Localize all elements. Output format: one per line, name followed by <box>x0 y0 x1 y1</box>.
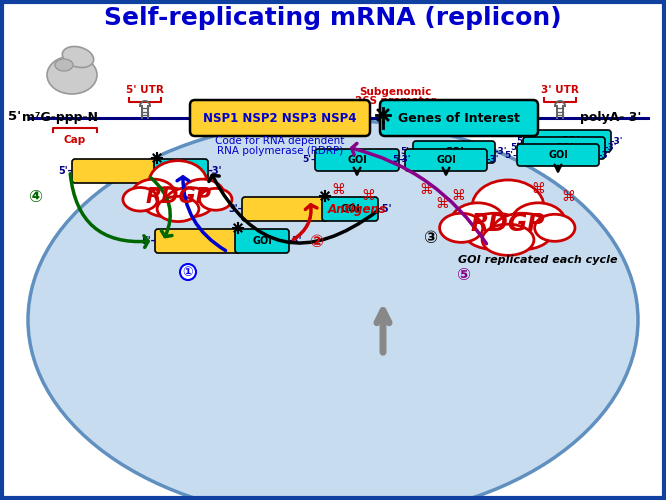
Text: ⌘: ⌘ <box>331 183 345 197</box>
Ellipse shape <box>123 188 158 211</box>
FancyBboxPatch shape <box>380 100 538 136</box>
Text: GOI: GOI <box>171 166 191 176</box>
FancyBboxPatch shape <box>529 130 611 152</box>
Ellipse shape <box>450 203 505 242</box>
Text: 3'–: 3'– <box>228 204 243 214</box>
Text: 5'–: 5'– <box>302 156 316 164</box>
Ellipse shape <box>132 179 176 211</box>
FancyBboxPatch shape <box>322 197 378 221</box>
Ellipse shape <box>165 188 214 217</box>
Ellipse shape <box>440 213 483 242</box>
Text: 26S promoter: 26S promoter <box>354 96 436 106</box>
Ellipse shape <box>180 179 224 211</box>
Text: ②: ② <box>309 233 323 251</box>
Text: GOI: GOI <box>340 204 360 214</box>
FancyBboxPatch shape <box>405 149 487 171</box>
FancyBboxPatch shape <box>413 141 495 163</box>
Text: –3': –3' <box>207 166 222 176</box>
Text: GOI: GOI <box>436 155 456 165</box>
Text: RDGP: RDGP <box>471 212 545 236</box>
Ellipse shape <box>63 46 94 68</box>
Text: 5': 5' <box>8 110 21 124</box>
Text: RDGP: RDGP <box>145 187 211 207</box>
Ellipse shape <box>492 213 553 250</box>
FancyBboxPatch shape <box>315 149 399 171</box>
Text: Subgenomic: Subgenomic <box>359 87 431 97</box>
Ellipse shape <box>28 120 638 500</box>
Text: GOI: GOI <box>548 150 568 160</box>
Text: –3': –3' <box>398 156 412 164</box>
Text: Self-replicating mRNA (replicon): Self-replicating mRNA (replicon) <box>104 6 562 30</box>
Text: 5'–: 5'– <box>505 150 518 160</box>
Ellipse shape <box>142 188 193 217</box>
Ellipse shape <box>55 59 73 71</box>
FancyBboxPatch shape <box>72 159 160 183</box>
Ellipse shape <box>149 160 207 204</box>
Text: –3': –3' <box>598 150 611 160</box>
Text: 5'–: 5'– <box>392 156 406 164</box>
Text: GOI: GOI <box>554 143 574 153</box>
Circle shape <box>180 264 196 280</box>
Text: ⌘: ⌘ <box>451 189 465 203</box>
Text: m⁷G-ppp-N: m⁷G-ppp-N <box>22 110 98 124</box>
FancyBboxPatch shape <box>190 100 370 136</box>
Text: ⌘: ⌘ <box>419 183 433 197</box>
Text: NSP1 NSP2 NSP3 NSP4: NSP1 NSP2 NSP3 NSP4 <box>203 112 357 124</box>
Text: 5'–: 5'– <box>511 144 524 152</box>
FancyBboxPatch shape <box>242 197 328 221</box>
Text: 3' UTR: 3' UTR <box>541 85 579 95</box>
Text: Code for RNA dependent: Code for RNA dependent <box>215 136 345 146</box>
Text: 5'–: 5'– <box>517 136 530 145</box>
Text: –3': –3' <box>604 144 617 152</box>
FancyBboxPatch shape <box>517 144 599 166</box>
Text: –3': –3' <box>288 236 302 246</box>
Text: ④: ④ <box>28 188 42 206</box>
Text: Cap: Cap <box>64 135 86 145</box>
Text: ⌘: ⌘ <box>531 182 545 196</box>
Ellipse shape <box>472 180 544 234</box>
Text: –3': –3' <box>494 148 507 156</box>
Ellipse shape <box>511 203 565 242</box>
Text: GOI: GOI <box>560 136 580 146</box>
Text: 5' UTR: 5' UTR <box>126 85 164 95</box>
Text: GOI: GOI <box>347 155 367 165</box>
Ellipse shape <box>464 213 527 250</box>
Text: RNA polymerase (RDRP): RNA polymerase (RDRP) <box>217 146 343 156</box>
FancyBboxPatch shape <box>523 137 605 159</box>
Text: GOI replicated each cycle: GOI replicated each cycle <box>458 255 618 265</box>
Text: 5'–: 5'– <box>59 166 73 176</box>
Text: 5'–: 5'– <box>400 148 414 156</box>
FancyBboxPatch shape <box>155 229 241 253</box>
Ellipse shape <box>199 188 232 210</box>
Text: –3': –3' <box>486 156 500 164</box>
Text: Genes of Interest: Genes of Interest <box>398 112 520 124</box>
Ellipse shape <box>535 214 575 242</box>
Text: –5': –5' <box>377 204 392 214</box>
Text: GOI: GOI <box>252 236 272 246</box>
Text: ③: ③ <box>423 229 437 247</box>
FancyBboxPatch shape <box>154 159 208 183</box>
Text: polyA- 3': polyA- 3' <box>580 110 641 124</box>
Text: ⌘: ⌘ <box>361 189 375 203</box>
Text: Antigens: Antigens <box>328 204 386 216</box>
Text: 5'–: 5'– <box>141 236 156 246</box>
Text: ⑤: ⑤ <box>456 266 470 284</box>
Text: ⌘: ⌘ <box>561 190 575 204</box>
Text: ①: ① <box>182 266 193 278</box>
Text: GOI: GOI <box>444 147 464 157</box>
Ellipse shape <box>47 56 97 94</box>
Text: ⌘: ⌘ <box>435 197 449 211</box>
Ellipse shape <box>482 224 534 256</box>
Ellipse shape <box>157 196 199 222</box>
Text: –3': –3' <box>610 136 623 145</box>
FancyBboxPatch shape <box>235 229 289 253</box>
